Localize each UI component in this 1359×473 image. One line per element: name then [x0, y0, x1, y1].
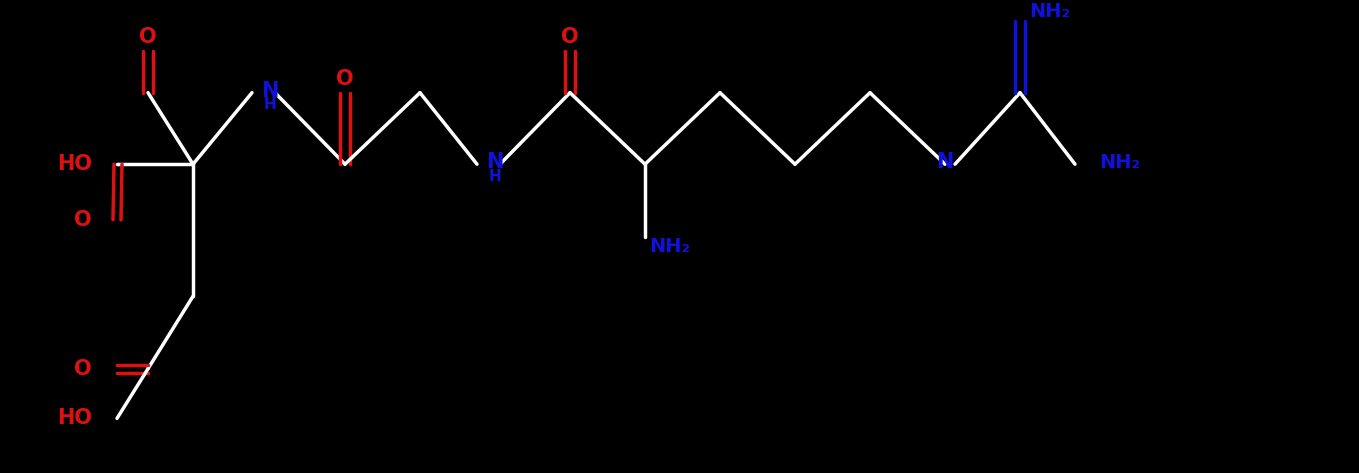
- Text: N: N: [936, 152, 954, 172]
- Text: N: N: [487, 152, 504, 172]
- Text: O: O: [139, 27, 156, 47]
- Text: O: O: [561, 27, 579, 47]
- Text: O: O: [75, 359, 92, 379]
- Text: H: H: [489, 168, 501, 184]
- Text: NH₂: NH₂: [1030, 2, 1071, 21]
- Text: HO: HO: [57, 408, 92, 429]
- Text: N: N: [261, 81, 279, 101]
- Text: NH₂: NH₂: [1099, 153, 1140, 172]
- Text: H: H: [264, 97, 276, 112]
- Text: O: O: [336, 69, 353, 89]
- Text: HO: HO: [57, 154, 92, 174]
- Text: NH₂: NH₂: [650, 237, 690, 256]
- Text: O: O: [75, 210, 92, 230]
